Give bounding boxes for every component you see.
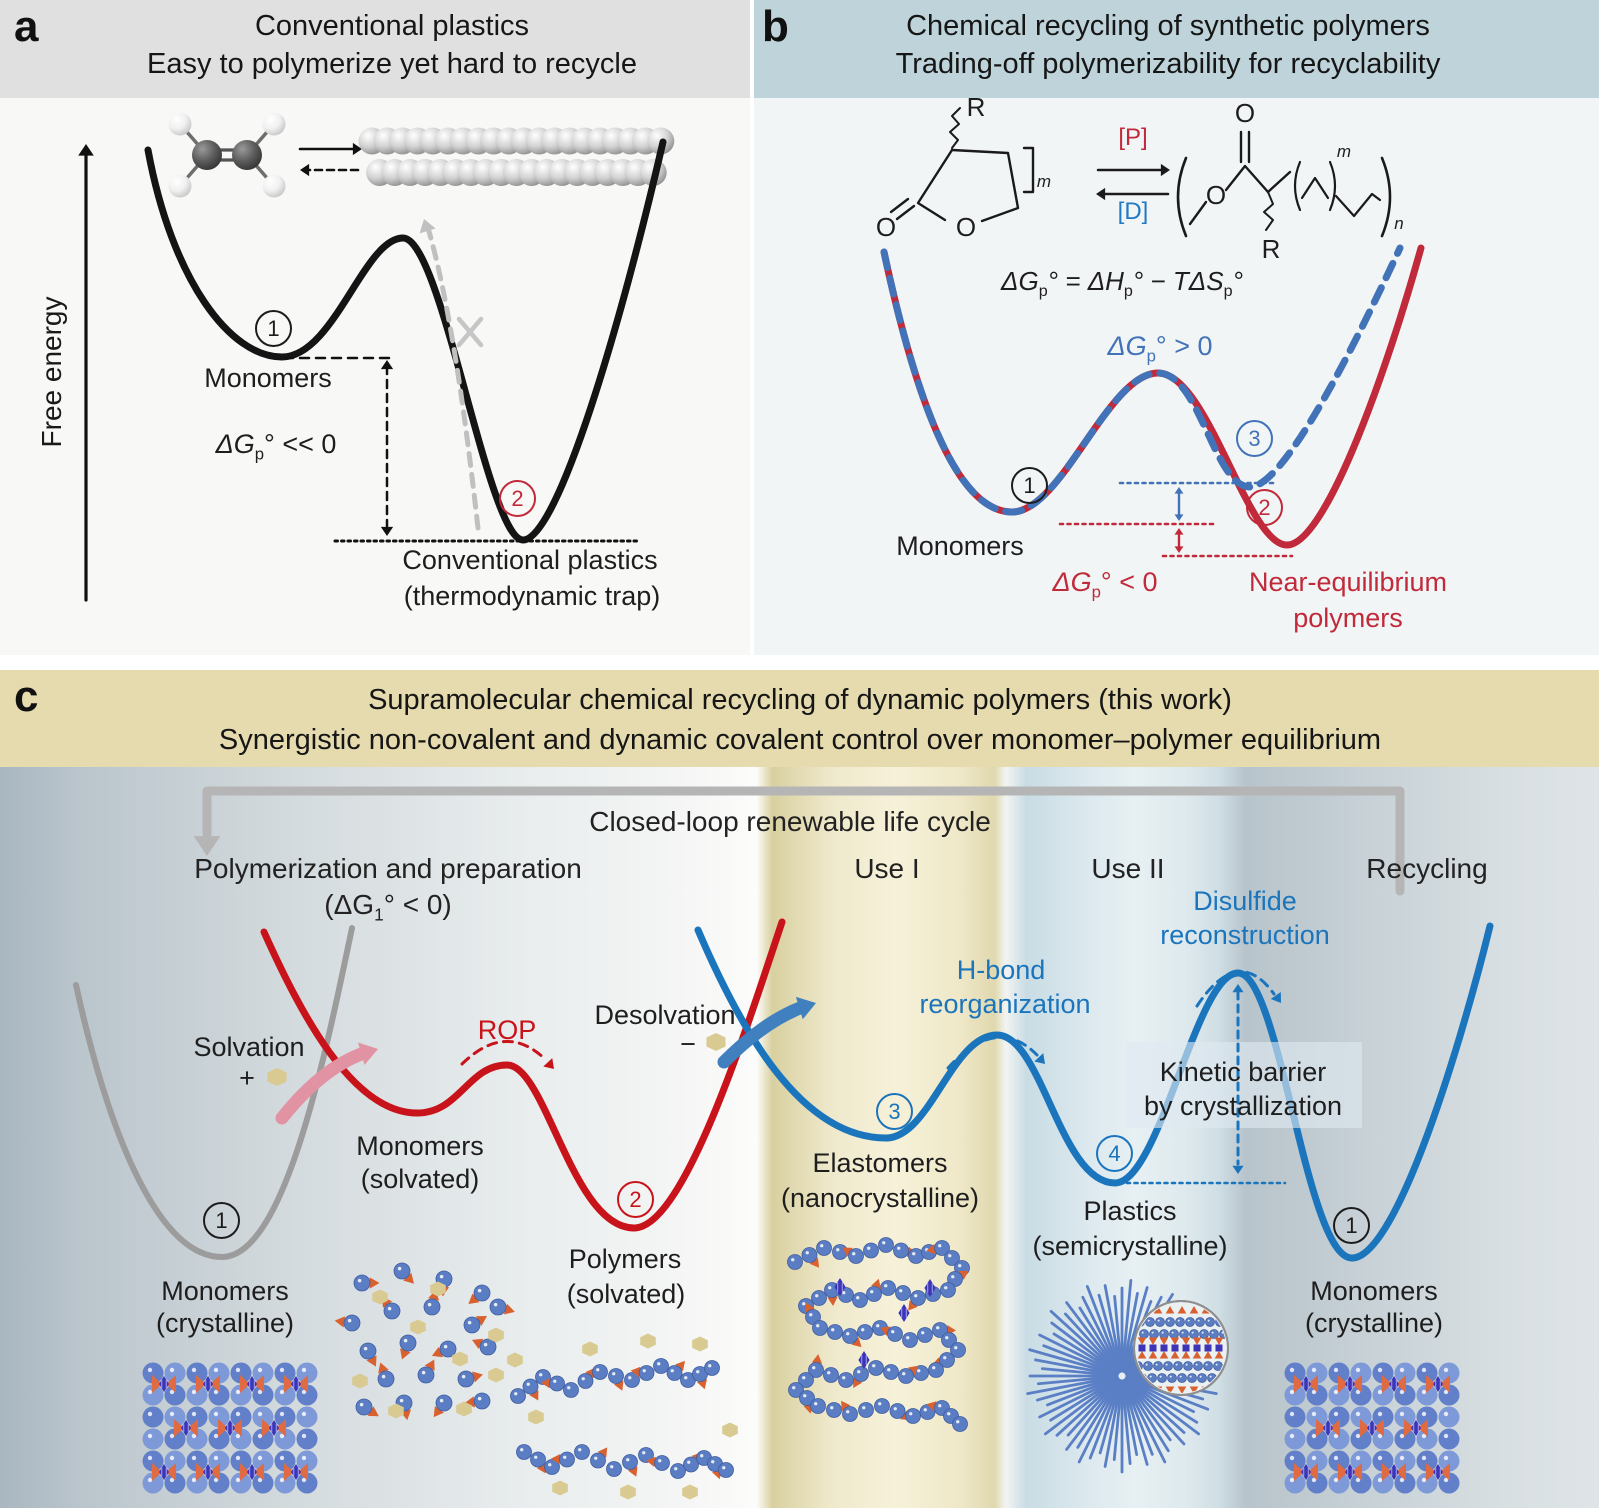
repeat-m-label: m (1336, 142, 1352, 161)
polymer-o-top-label: O (1234, 98, 1256, 128)
state-2-circle-c: 2 (617, 1181, 654, 1218)
panel-c-header (0, 670, 1599, 767)
carbonyl-o-label: O (875, 212, 897, 242)
trap-label-2: (thermodynamic trap) (403, 581, 661, 611)
monomers-label-b: Monomers (896, 531, 1024, 561)
monomers-solvated-label-a: Monomers (356, 1131, 484, 1161)
polymer-r-label: R (1261, 234, 1281, 264)
state-1-circle-a: 1 (255, 310, 292, 347)
state-4-circle-c: 4 (1096, 1135, 1133, 1172)
ring-o-label: O (955, 212, 977, 242)
panel-b-body (754, 98, 1599, 655)
polymerization-p-label: [P] (1118, 124, 1148, 151)
panel-b-title-1: Chemical recycling of synthetic polymers (906, 10, 1430, 42)
near-equilibrium-label-2: polymers (1293, 603, 1403, 633)
closed-loop-label: Closed-loop renewable life cycle (589, 806, 991, 837)
monomers-solvated-label-b: (solvated) (360, 1164, 480, 1194)
solvation-label: Solvation (193, 1032, 305, 1062)
stage-polymerization-label: Polymerization and preparation (194, 853, 582, 884)
stage-polymerization-dg: (ΔG1° < 0) (324, 889, 452, 925)
monomers-crystalline-label-2b: (crystalline) (1304, 1308, 1444, 1338)
solvation-sign: + (239, 1063, 255, 1093)
state-3-circle-c: 3 (876, 1093, 913, 1130)
kinetic-barrier-label-1: Kinetic barrier (1159, 1057, 1327, 1087)
stage-use1-label: Use I (854, 853, 920, 884)
elastomers-label-b: (nanocrystalline) (780, 1183, 980, 1213)
polymer-o-ester-label: O (1205, 180, 1227, 210)
kinetic-barrier-label-2: by crystallization (1143, 1091, 1343, 1121)
plastics-label-b: (semicrystalline) (1032, 1231, 1228, 1261)
delta-g-negative-label: ΔGp° < 0 (1052, 567, 1158, 602)
monomers-crystalline-label-2a: Monomers (1310, 1276, 1438, 1306)
hbond-label-2: reorganization (919, 989, 1091, 1019)
panel-c-tag: c (14, 672, 39, 721)
state-2-circle-b: 2 (1246, 489, 1283, 526)
panel-c-title-2: Synergistic non-covalent and dynamic cov… (218, 724, 1382, 756)
polymers-solvated-label-b: (solvated) (566, 1279, 686, 1309)
near-equilibrium-label-1: Near-equilibrium (1248, 567, 1448, 597)
panel-c-title-1: Supramolecular chemical recycling of dyn… (368, 684, 1232, 716)
state-1b-circle-c: 1 (1333, 1207, 1370, 1244)
delta-g-label-a: ΔGp° << 0 (215, 429, 337, 464)
monomers-label-a: Monomers (204, 363, 332, 393)
trap-label-1: Conventional plastics (402, 545, 658, 575)
depolymerization-d-label: [D] (1117, 198, 1149, 225)
state-2-circle-a: 2 (499, 480, 536, 517)
monomers-crystalline-label-1a: Monomers (161, 1276, 289, 1306)
polymers-solvated-label-a: Polymers (568, 1244, 682, 1274)
elastomers-label-a: Elastomers (812, 1148, 948, 1178)
panel-a-title-2: Easy to polymerize yet hard to recycle (147, 48, 637, 80)
disulfide-label-1: Disulfide (1193, 886, 1297, 916)
rop-label: ROP (477, 1015, 537, 1045)
state-1-circle-c: 1 (203, 1202, 240, 1239)
desolvation-label: Desolvation (594, 1000, 736, 1030)
free-energy-axis-label: Free energy (36, 296, 67, 448)
degree-n-label: n (1394, 214, 1404, 233)
disulfide-label-2: reconstruction (1160, 920, 1330, 950)
panel-a-tag: a (14, 2, 39, 51)
desolvation-sign: − (680, 1029, 696, 1059)
delta-g-positive-label: ΔGp° > 0 (1107, 331, 1213, 366)
stage-use2-label: Use II (1091, 853, 1165, 884)
panel-b-tag: b (762, 2, 789, 51)
stage-recycling-label: Recycling (1366, 853, 1488, 884)
gibbs-equation: ΔGp° = ΔHp° − TΔSp° (1001, 266, 1243, 301)
hbond-label-1: H-bond (956, 955, 1046, 985)
monomers-crystalline-label-1b: (crystalline) (155, 1308, 295, 1338)
panel-b-title-2: Trading-off polymerizability for recycla… (895, 48, 1441, 80)
plastics-label-a: Plastics (1083, 1196, 1177, 1226)
ring-size-m-label: m (1036, 172, 1052, 191)
state-1-circle-b: 1 (1011, 467, 1048, 504)
panel-a-header (0, 0, 750, 98)
panel-b-header (754, 0, 1599, 98)
monomer-r-label: R (966, 92, 986, 122)
state-3-circle-b: 3 (1236, 420, 1273, 457)
panel-a-title-1: Conventional plastics (254, 10, 530, 42)
